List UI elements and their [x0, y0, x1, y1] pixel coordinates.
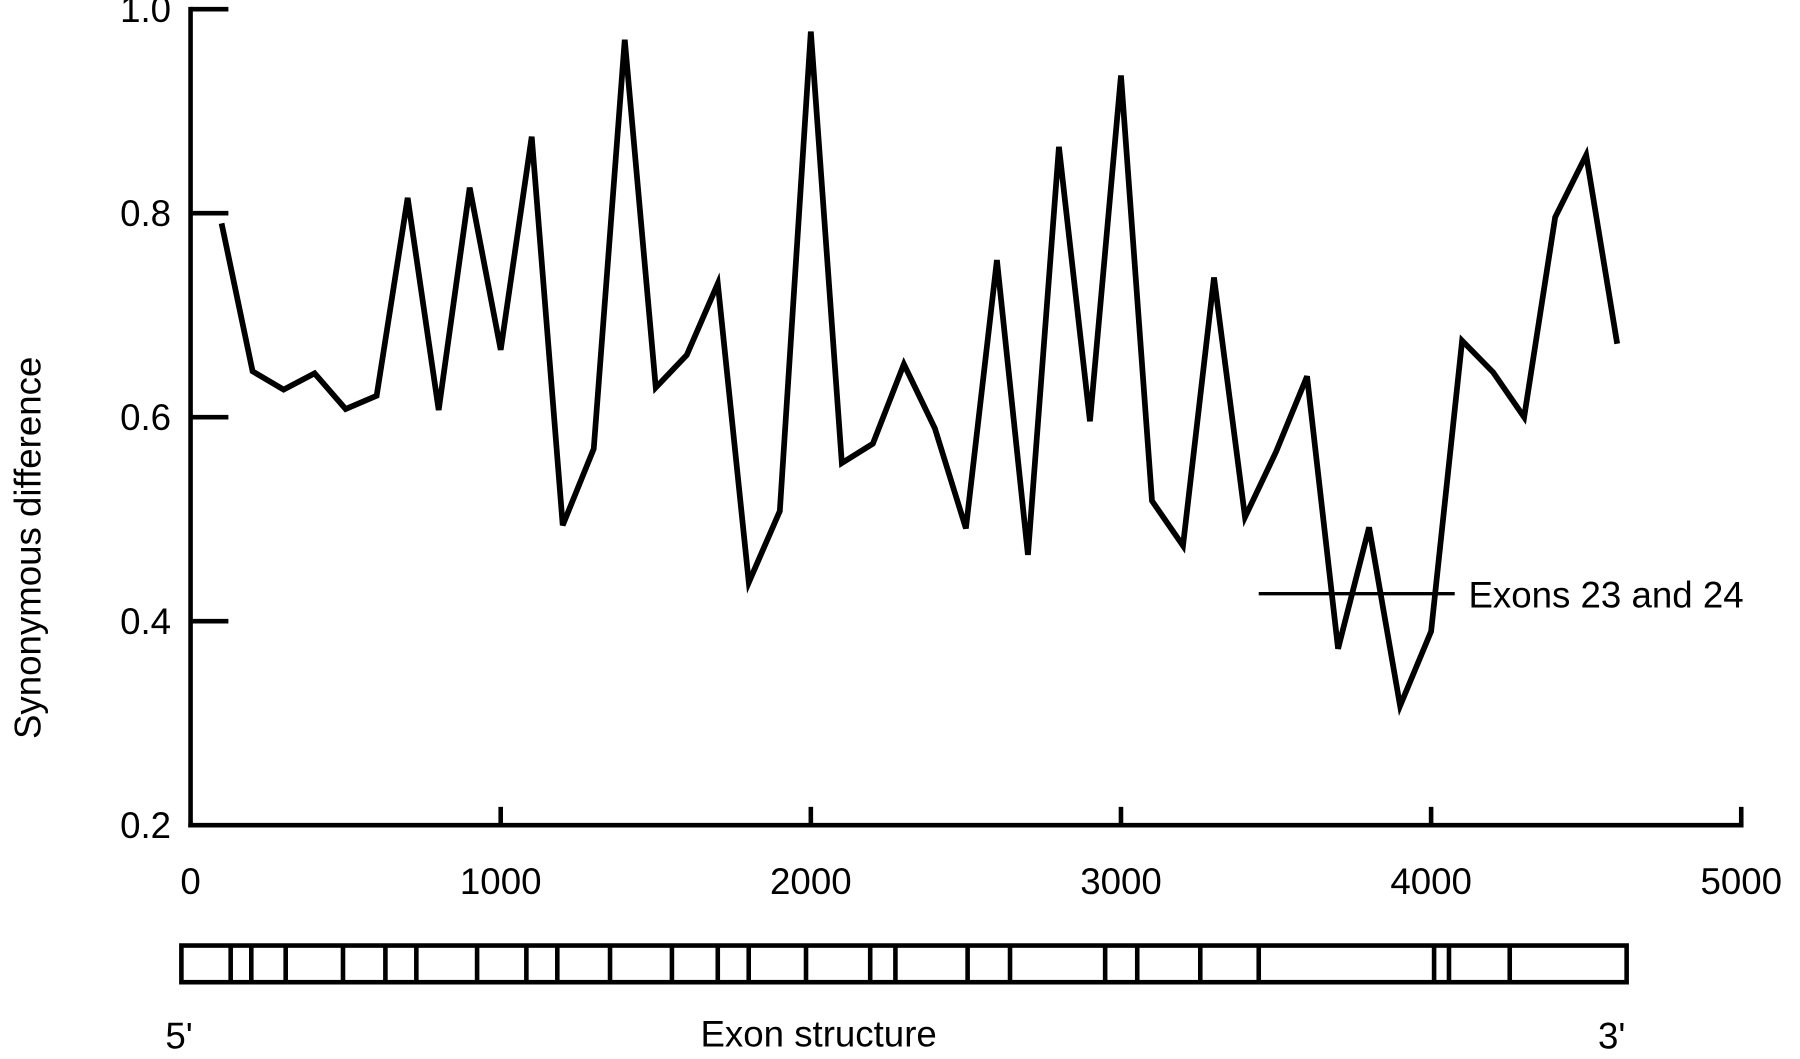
- x-tick-label: 2000: [770, 861, 852, 902]
- y-axis-label: Synonymous difference: [7, 357, 48, 739]
- y-tick-label: 1.0: [120, 0, 171, 30]
- x-tick-label: 3000: [1080, 861, 1162, 902]
- data-line: [218, 31, 1621, 717]
- three-prime-label: 3': [1598, 1016, 1625, 1057]
- y-tick-label: 0.2: [120, 805, 171, 846]
- y-tick-label: 0.6: [120, 397, 171, 438]
- x-tick-label: 5000: [1700, 861, 1782, 902]
- y-tick-label: 0.8: [120, 193, 171, 234]
- exon-box: [179, 943, 1629, 985]
- x-tick-label: 4000: [1390, 861, 1472, 902]
- exon-boundaries: [228, 945, 1513, 983]
- exon-structure: [179, 943, 1629, 985]
- annotation: Exons 23 and 24: [1468, 574, 1743, 615]
- exon-structure-label: Exon structure: [700, 1013, 936, 1054]
- five-prime-label: 5': [165, 1016, 192, 1057]
- y-tick-label: 0.4: [120, 601, 171, 642]
- x-tick-label: 0: [180, 861, 200, 902]
- x-tick-label: 1000: [460, 861, 542, 902]
